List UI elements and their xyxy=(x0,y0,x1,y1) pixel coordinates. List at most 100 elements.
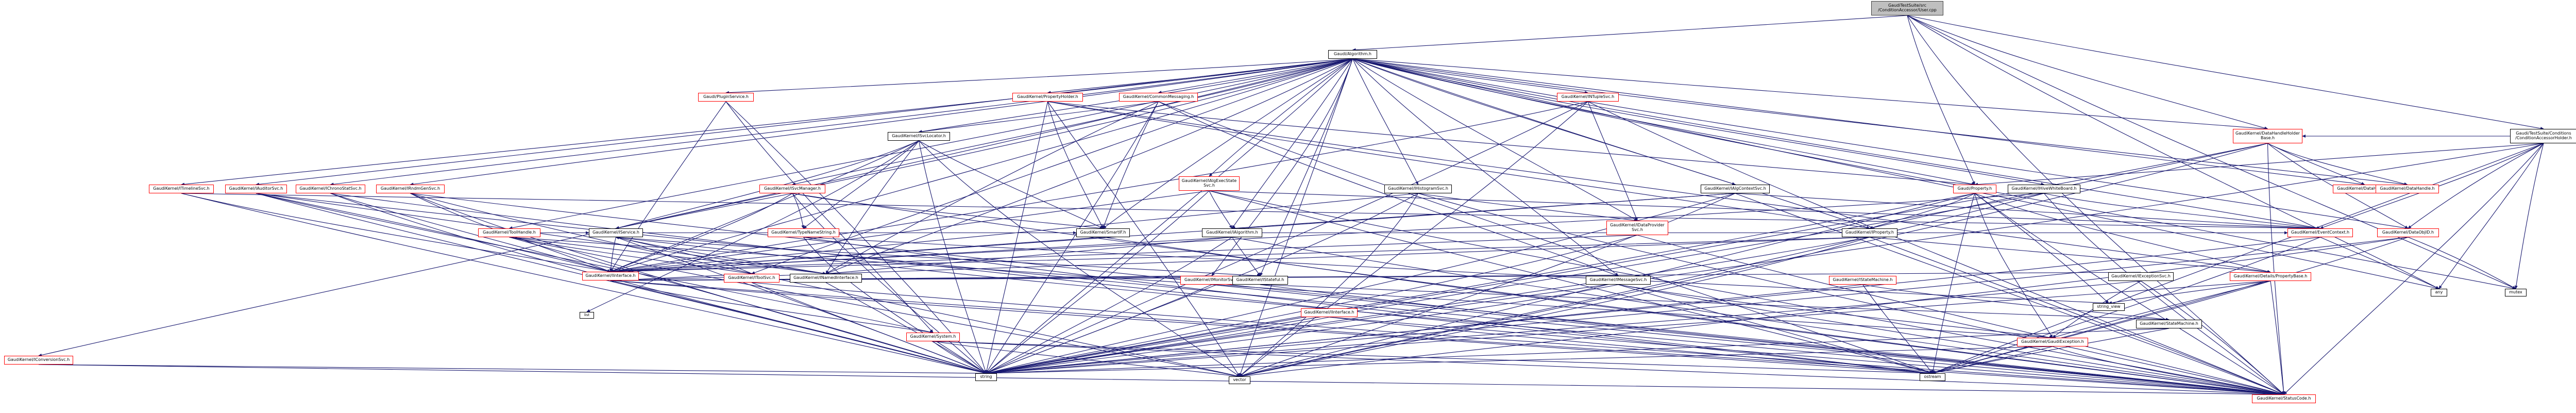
graph-node-algexecstate[interactable]: GaudiKernel/IAlgExecState Svc.h xyxy=(1179,176,1240,191)
graph-edge xyxy=(1618,284,2053,339)
graph-node-imessagesvc[interactable]: GaudiKernel/IMessageSvc.h xyxy=(1586,276,1651,285)
graph-node-any[interactable]: any xyxy=(2431,289,2447,296)
graph-edge xyxy=(330,193,611,273)
graph-edge xyxy=(986,284,1212,374)
graph-node-ialgorithm[interactable]: GaudiKernel/IAlgorithm.h xyxy=(1202,228,1262,237)
graph-node-iauditorsvc[interactable]: GaudiKernel/IAuditorSvc.h xyxy=(225,185,287,193)
graph-node-condaccessholder[interactable]: Gaudi/TestSuite/Conditions /ConditionAcc… xyxy=(2510,129,2576,143)
graph-edge xyxy=(1047,101,1240,377)
graph-node-label: Gaudi/Algorithm.h xyxy=(1334,52,1371,57)
graph-node-propertyholder[interactable]: GaudiKernel/PropertyHolder.h xyxy=(1012,93,1083,102)
graph-edge xyxy=(1932,237,2409,374)
graph-node-datahandle2[interactable]: GaudiKernel/DataHandle.h xyxy=(2376,185,2439,193)
graph-node-itoolsvc[interactable]: GaudiKernel/IToolSvc.h xyxy=(724,274,779,283)
graph-node-label: vector xyxy=(1233,377,1246,383)
graph-edge xyxy=(1974,193,2271,273)
graph-node-property_h[interactable]: Gaudi/Property.h xyxy=(1953,185,1996,193)
graph-edge xyxy=(986,280,2271,375)
graph-node-label: list xyxy=(584,312,590,317)
graph-edge xyxy=(825,237,1870,275)
graph-edge xyxy=(1260,58,1353,276)
graph-node-iconversionsvc[interactable]: GaudiKernel/IConversionSvc.h xyxy=(4,356,73,365)
graph-node-iproperty[interactable]: GaudiKernel/IProperty.h xyxy=(1842,228,1897,237)
graph-node-typenamestring[interactable]: GaudiKernel/TypeNameString.h xyxy=(768,228,839,237)
graph-node-list[interactable]: list xyxy=(580,312,594,319)
graph-edge xyxy=(1209,190,1233,229)
graph-edge xyxy=(256,193,987,374)
graph-node-label: GaudiKernel/Details/PropertyBase.h xyxy=(2233,274,2308,279)
graph-node-datahandleholderbase[interactable]: GaudiKernel/DataHandleHolder Base.h xyxy=(2233,129,2302,143)
graph-node-isvcmanager[interactable]: GaudiKernel/ISvcManager.h xyxy=(759,185,825,193)
graph-edge xyxy=(509,237,2053,339)
graph-node-label: Gaudi/PluginService.h xyxy=(703,94,749,100)
graph-edge xyxy=(256,58,1353,186)
graph-edge xyxy=(986,284,1619,375)
graph-node-label: ostream xyxy=(1924,374,1941,379)
graph-edge xyxy=(792,193,2284,396)
graph-node-ialgcontextsvc[interactable]: GaudiKernel/IAlgContextSvc.h xyxy=(1701,185,1770,193)
graph-node-string_view[interactable]: string_view xyxy=(2093,303,2125,311)
graph-node-ieventcontext[interactable]: GaudiKernel/EventContext.h xyxy=(2287,228,2353,237)
graph-node-statuscode[interactable]: GaudiKernel/StatusCode.h xyxy=(2252,394,2316,403)
graph-node-detailsproperty[interactable]: GaudiKernel/Details/PropertyBase.h xyxy=(2230,272,2311,281)
graph-node-algorithm_h[interactable]: Gaudi/Algorithm.h xyxy=(1328,50,1377,59)
graph-node-label: GaudiKernel/ISvcLocator.h xyxy=(892,134,946,139)
graph-node-gexception[interactable]: GaudiKernel/GaudiException.h xyxy=(2017,338,2088,346)
graph-node-ostream[interactable]: ostream xyxy=(1920,373,1945,381)
graph-edge xyxy=(986,317,1330,375)
graph-node-pluginservice[interactable]: Gaudi/PluginService.h xyxy=(698,93,754,102)
graph-edge xyxy=(586,140,919,312)
graph-node-intuplesvc[interactable]: GaudiKernel/INTupleSvc.h xyxy=(1557,93,1619,102)
graph-node-irndmgensvc[interactable]: GaudiKernel/IRndmGenSvc.h xyxy=(376,185,445,193)
graph-edge xyxy=(509,237,1240,377)
graph-node-label: GaudiKernel/IService.h xyxy=(592,230,639,235)
graph-node-isvclocator[interactable]: GaudiKernel/ISvcLocator.h xyxy=(888,132,950,141)
graph-edge xyxy=(1211,58,1353,276)
graph-edge xyxy=(1103,101,1159,229)
graph-node-istatusvc[interactable]: GaudiKernel/IStateMachine.h xyxy=(1829,276,1896,285)
graph-node-iexception[interactable]: GaudiKernel/IExceptionSvc.h xyxy=(2108,272,2174,281)
graph-node-interface_b[interactable]: GaudiKernel/IInterface.h xyxy=(1301,308,1358,317)
graph-node-isystem[interactable]: GaudiKernel/System.h xyxy=(906,333,960,341)
graph-node-iservice[interactable]: GaudiKernel/IService.h xyxy=(589,228,643,237)
graph-edge xyxy=(610,193,1418,273)
graph-node-label: GaudiKernel/IInterface.h xyxy=(585,273,636,278)
graph-node-vector[interactable]: vector xyxy=(1229,376,1250,384)
graph-edge xyxy=(1047,101,1104,229)
graph-node-istateful[interactable]: GaudiKernel/IStateful.h xyxy=(1232,276,1288,285)
graph-node-ihivewhiteboard[interactable]: GaudiKernel/IHiveWhiteBoard.h xyxy=(2008,185,2080,193)
graph-node-datahobj[interactable]: GaudiKernel/DataObjID.h xyxy=(2377,228,2439,237)
graph-node-toolhandle[interactable]: GaudiKernel/ToolHandle.h xyxy=(478,228,540,237)
graph-node-iinterface[interactable]: GaudiKernel/IInterface.h xyxy=(582,272,639,280)
graph-edge xyxy=(1587,101,1638,221)
graph-node-smartif[interactable]: GaudiKernel/SmartIF.h xyxy=(1076,228,1130,237)
graph-edge xyxy=(1931,193,1975,374)
graph-edge xyxy=(919,140,1104,229)
graph-edge xyxy=(986,58,1353,374)
graph-edge xyxy=(1103,58,1353,229)
graph-edge xyxy=(1352,58,1736,185)
graph-edge xyxy=(1103,237,2284,396)
graph-node-root[interactable]: GaudiTestSuite/src /ConditionAccessor/Us… xyxy=(1871,1,1943,15)
graph-node-inamedinterface[interactable]: GaudiKernel/INamedInterface.h xyxy=(790,274,862,283)
graph-node-itimelinesvc[interactable]: GaudiKernel/ITimelineSvc.h xyxy=(149,185,214,193)
graph-edge xyxy=(616,237,2284,396)
graph-node-label: string_view xyxy=(2097,304,2121,309)
graph-node-mutex[interactable]: mutex xyxy=(2505,289,2527,296)
graph-edge xyxy=(918,101,1159,134)
graph-node-statemachine[interactable]: GaudiKernel/StateMachine.h xyxy=(2136,320,2202,328)
graph-edge xyxy=(256,193,2284,396)
graph-node-commonmessaging[interactable]: GaudiKernel/CommonMessaging.h xyxy=(1119,93,1198,102)
graph-edge xyxy=(1352,58,2408,186)
graph-edge xyxy=(1047,58,1353,94)
graph-node-string[interactable]: string xyxy=(975,373,997,381)
graph-node-ihistogramsvc[interactable]: GaudiKernel/IHistogramSvc.h xyxy=(1384,185,1452,193)
graph-node-datasvcprovider[interactable]: GaudiKernel/IDataProvider Svc.h xyxy=(1606,221,1668,235)
graph-node-ichronostatsvc[interactable]: GaudiKernel/IChronoStatSvc.h xyxy=(296,185,365,193)
graph-edge xyxy=(986,237,1870,375)
graph-edge xyxy=(610,237,1104,273)
graph-edge xyxy=(825,237,1232,275)
graph-edge xyxy=(1352,15,1908,52)
graph-edge xyxy=(410,58,1353,186)
